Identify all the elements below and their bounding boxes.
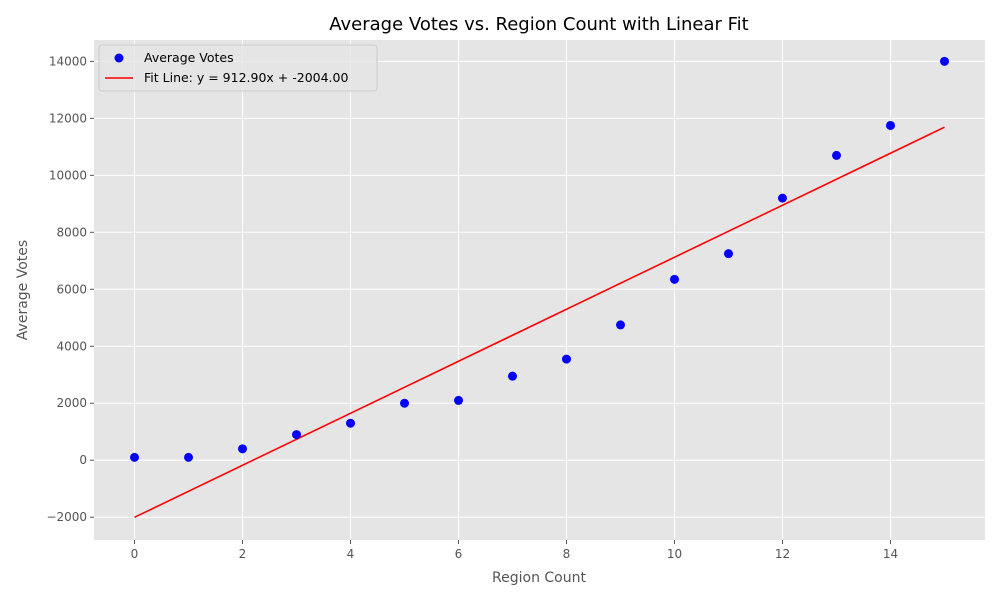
x-tick-label: 0	[131, 547, 139, 561]
scatter-point	[724, 249, 733, 259]
x-tick-label: 6	[455, 547, 463, 561]
legend: Average Votes Fit Line: y = 912.90x + -2…	[98, 44, 378, 92]
x-ticks: 0 2 4 6 8 10 12 14	[131, 540, 898, 561]
x-tick-label: 4	[347, 547, 355, 561]
plot-area	[94, 40, 985, 540]
legend-label-fit-line: Fit Line: y = 912.90x + -2004.00	[144, 70, 348, 85]
y-tick-label: 14000	[49, 54, 87, 68]
y-tick-label: 12000	[49, 111, 87, 125]
scatter-point	[508, 371, 517, 381]
legend-marker-average-votes	[114, 53, 124, 63]
scatter-point	[292, 430, 301, 440]
scatter-point	[616, 320, 625, 330]
x-tick-label: 14	[883, 547, 898, 561]
fit-line	[134, 126, 945, 519]
x-tick-label: 2	[239, 547, 247, 561]
y-tick-label: 8000	[56, 225, 87, 239]
y-axis-label: Average Votes	[15, 240, 31, 340]
y-tick-label: 6000	[56, 282, 87, 296]
scatter-point	[184, 452, 193, 462]
scatter-point	[562, 354, 571, 364]
y-tick-label: 2000	[56, 396, 87, 410]
legend-box	[98, 44, 378, 92]
scatter-point	[400, 398, 409, 408]
scatter-point	[238, 444, 247, 454]
scatter-point	[130, 452, 139, 462]
scatter-point	[832, 150, 841, 160]
y-ticks: −2000 0 2000 4000 6000 8000 10000 12000 14000	[46, 54, 94, 524]
y-tick-label: 10000	[49, 168, 87, 182]
scatter-point	[670, 274, 679, 284]
x-tick-label: 8	[563, 547, 571, 561]
series	[130, 56, 949, 519]
scatter-point	[778, 193, 787, 203]
y-tick-label: 0	[79, 453, 87, 467]
y-tick-label: 4000	[56, 339, 87, 353]
y-tick-label: −2000	[46, 510, 87, 524]
x-tick-label: 10	[667, 547, 682, 561]
grid	[94, 40, 985, 540]
x-tick-label: 12	[775, 547, 790, 561]
scatter-point	[940, 56, 949, 66]
chart-title: Average Votes vs. Region Count with Line…	[329, 14, 748, 35]
legend-label-average-votes: Average Votes	[144, 50, 234, 65]
scatter-point	[454, 395, 463, 405]
scatter-point	[886, 120, 895, 130]
scatter-point	[346, 418, 355, 428]
x-axis-label: Region Count	[492, 570, 586, 586]
